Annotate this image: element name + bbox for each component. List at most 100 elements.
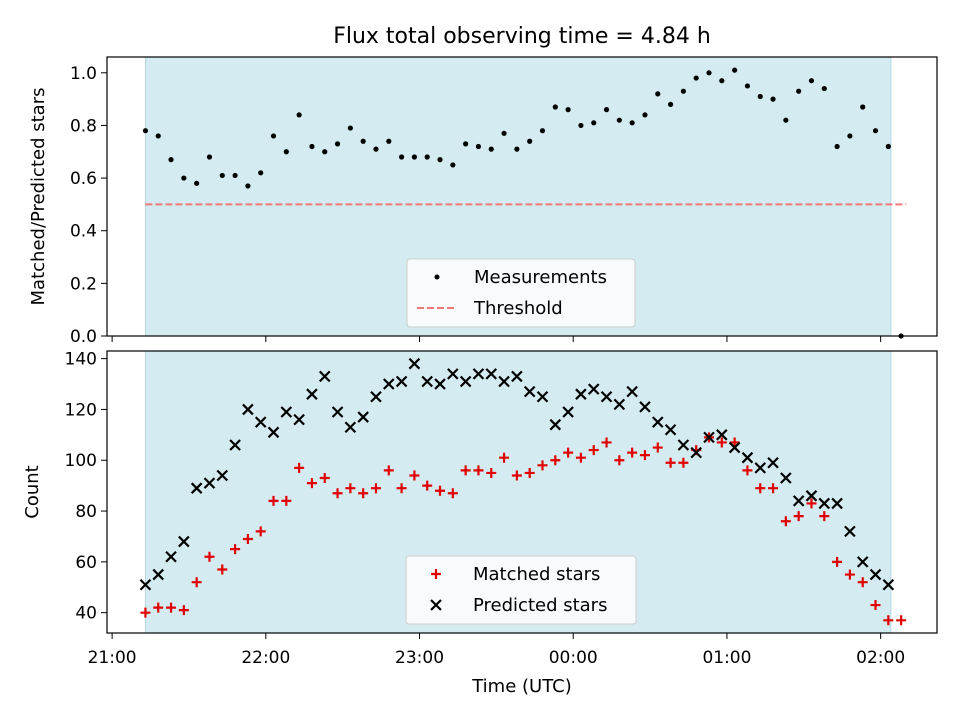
predicted-star-point bbox=[523, 385, 536, 398]
ratio-legend-box bbox=[406, 258, 636, 328]
x-tick-label: 02:00 bbox=[856, 648, 905, 668]
predicted-star-point bbox=[754, 462, 767, 474]
predicted-star-point bbox=[728, 441, 741, 454]
measurement-point bbox=[514, 146, 520, 152]
measurement-point bbox=[398, 154, 405, 160]
matched-star-point bbox=[729, 437, 740, 448]
matched-star-point bbox=[768, 483, 779, 494]
matched-star-point bbox=[678, 457, 689, 468]
matched-star-point bbox=[716, 437, 727, 448]
count-y-axis: 40 60 80 100 120 140 bbox=[65, 350, 107, 624]
y-tick-label: 80 bbox=[75, 502, 97, 522]
matched-star-point bbox=[575, 452, 586, 463]
predicted-star-point bbox=[869, 568, 882, 581]
chart-title: Flux total observing time = 4.84 h bbox=[333, 24, 711, 49]
measurement-point bbox=[232, 172, 238, 179]
measurement-point bbox=[155, 133, 161, 139]
matched-star-point bbox=[665, 457, 676, 468]
measurement-point bbox=[885, 143, 891, 150]
matched-star-point bbox=[166, 602, 177, 613]
measurement-point bbox=[808, 78, 815, 84]
predicted-star-point bbox=[447, 368, 459, 380]
ratio-legend: Measurements Threshold bbox=[406, 258, 636, 328]
matched-star-point bbox=[832, 556, 843, 567]
predicted-star-point bbox=[716, 429, 728, 441]
measurement-point bbox=[680, 88, 686, 94]
predicted-star-point bbox=[562, 406, 574, 418]
measurement-point bbox=[667, 101, 674, 107]
y-tick-label: 0.8 bbox=[70, 116, 97, 136]
predicted-star-point bbox=[216, 469, 229, 482]
predicted-star-point bbox=[639, 401, 651, 413]
predicted-star-point bbox=[318, 370, 331, 383]
y-tick-label: 0.2 bbox=[70, 274, 97, 294]
matched-star-point bbox=[486, 467, 497, 478]
x-tick-label: 21:00 bbox=[88, 648, 137, 668]
measurement-point bbox=[821, 85, 827, 92]
y-tick-label: 0.0 bbox=[70, 327, 97, 347]
measurement-point bbox=[834, 143, 840, 150]
count-plot-area bbox=[106, 350, 938, 634]
measurement-point bbox=[360, 138, 366, 144]
predicted-star-point bbox=[165, 551, 177, 563]
matched-star-point bbox=[870, 600, 881, 611]
measurement-point bbox=[219, 172, 225, 179]
matched-star-point bbox=[524, 467, 535, 478]
predicted-star-point bbox=[780, 472, 792, 484]
matched-star-point bbox=[896, 615, 907, 626]
measurement-point bbox=[501, 130, 507, 136]
ratio-y-axis-label: Matched/Predicted stars bbox=[28, 88, 49, 306]
matched-star-point bbox=[844, 569, 855, 580]
matched-star-point bbox=[793, 511, 804, 522]
predicted-star-point bbox=[229, 439, 241, 451]
y-tick-label: 0.4 bbox=[70, 222, 97, 242]
predicted-star-point bbox=[844, 525, 856, 538]
measurement-point bbox=[757, 93, 763, 100]
predicted-star-point bbox=[267, 426, 280, 439]
measurement-point bbox=[450, 162, 456, 168]
matched-star-point bbox=[217, 564, 228, 575]
measurement-point bbox=[796, 88, 802, 94]
predicted-star-point bbox=[831, 497, 843, 510]
legend-marker-predicted bbox=[430, 599, 442, 611]
x-axis-label: Time (UTC) bbox=[471, 676, 572, 697]
matched-star-point bbox=[345, 483, 356, 494]
matched-star-point bbox=[780, 516, 791, 527]
matched-star-point bbox=[242, 534, 253, 544]
measurement-point bbox=[693, 75, 699, 81]
predicted-star-point bbox=[664, 423, 677, 436]
predicted-star-point bbox=[690, 446, 702, 459]
matched-star-point bbox=[614, 455, 625, 466]
matched-stars-series bbox=[140, 432, 907, 626]
predicted-star-point bbox=[408, 357, 421, 370]
matched-star-point bbox=[358, 488, 369, 499]
measurement-point bbox=[642, 112, 648, 118]
matched-star-point bbox=[435, 485, 446, 496]
predicted-star-point bbox=[357, 411, 369, 423]
matched-star-point bbox=[422, 480, 433, 491]
measurement-point bbox=[565, 107, 571, 113]
predicted-star-point bbox=[498, 375, 510, 388]
predicted-star-point bbox=[792, 495, 805, 507]
x-tick-label: 01:00 bbox=[702, 648, 751, 668]
matched-star-point bbox=[511, 470, 522, 481]
matched-star-point bbox=[550, 455, 561, 466]
legend-label-matched: Matched stars bbox=[473, 564, 600, 585]
measurement-point bbox=[552, 104, 558, 110]
predicted-star-point bbox=[203, 477, 216, 489]
matched-star-point bbox=[255, 526, 266, 537]
predicted-star-point bbox=[254, 416, 267, 428]
measurement-point bbox=[283, 149, 289, 155]
legend-marker-measurements bbox=[434, 274, 440, 280]
matched-star-point bbox=[883, 615, 894, 626]
y-tick-label: 100 bbox=[65, 451, 97, 471]
matched-star-point bbox=[639, 450, 650, 461]
matched-star-point bbox=[652, 442, 663, 453]
matched-star-point bbox=[537, 460, 548, 471]
predicted-star-point bbox=[651, 416, 664, 428]
measurement-point bbox=[539, 128, 546, 134]
ratio-y-axis: 0.0 0.2 0.4 0.6 0.8 1.0 bbox=[70, 64, 107, 347]
y-tick-label: 140 bbox=[65, 350, 97, 370]
matched-star-point bbox=[153, 602, 164, 613]
measurement-point bbox=[206, 154, 213, 160]
